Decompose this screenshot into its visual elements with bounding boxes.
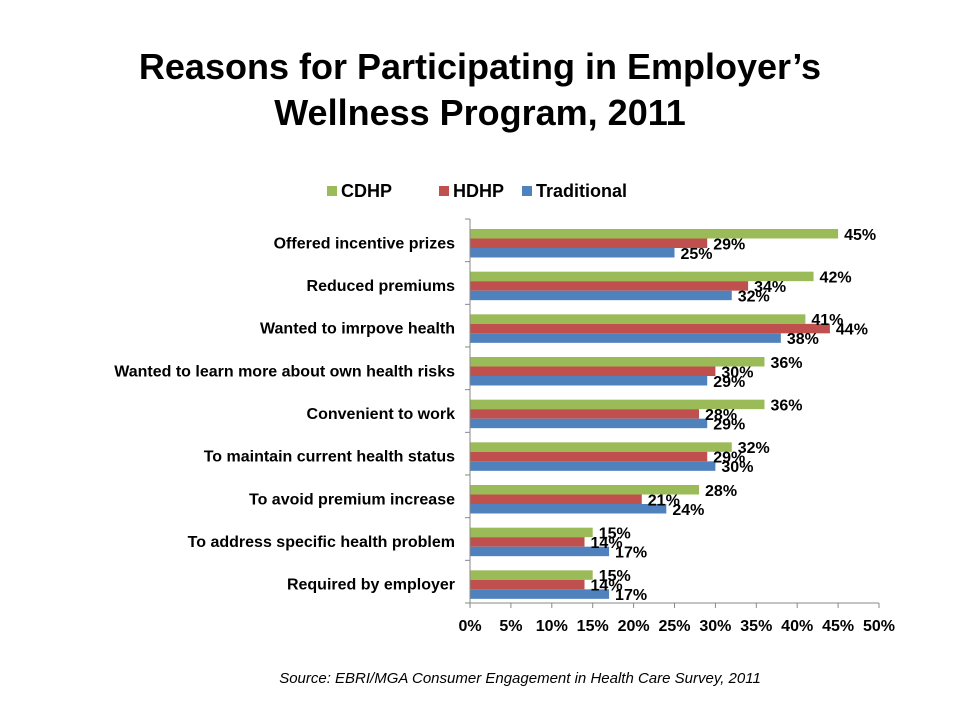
bar-traditional-3 <box>470 376 708 386</box>
data-label-cdhp-2: 41% <box>811 312 843 329</box>
data-label-hdhp-8: 14% <box>591 578 623 595</box>
x-tick-label-4: 20% <box>618 618 650 635</box>
data-label-cdhp-0: 45% <box>844 227 876 244</box>
legend-swatch-hdhp <box>439 186 449 196</box>
data-label-traditional-6: 24% <box>672 502 704 519</box>
x-tick-label-2: 10% <box>536 618 568 635</box>
data-label-cdhp-4: 36% <box>770 397 802 414</box>
chart-axes: Offered incentive prizes Reduced premiums… <box>114 218 895 635</box>
data-label-hdhp-0: 29% <box>713 236 745 253</box>
category-label-6: To avoid premium increase <box>249 491 455 508</box>
bar-traditional-7 <box>470 546 610 557</box>
data-label-hdhp-3: 30% <box>721 364 753 381</box>
bar-cdhp-7 <box>470 527 593 538</box>
data-label-cdhp-3: 36% <box>770 355 802 372</box>
bar-traditional-8 <box>470 589 610 599</box>
x-tick-label-6: 30% <box>699 618 731 635</box>
category-label-0: Offered incentive prizes <box>274 235 455 252</box>
data-label-cdhp-8: 15% <box>599 568 631 585</box>
data-label-hdhp-6: 21% <box>648 492 680 509</box>
bar-cdhp-1 <box>470 271 814 282</box>
bar-cdhp-8 <box>470 570 593 580</box>
bar-traditional-1 <box>470 290 732 301</box>
legend-label-cdhp: CDHP <box>341 181 392 201</box>
category-label-3: Wanted to learn more about own health ri… <box>114 363 455 380</box>
chart-title-line-2: Wellness Program, 2011 <box>274 92 686 133</box>
data-label-hdhp-7: 14% <box>591 535 623 552</box>
bar-cdhp-0 <box>470 229 839 239</box>
x-tick-label-9: 45% <box>822 618 854 635</box>
x-tick-label-8: 40% <box>781 618 813 635</box>
chart-title: Reasons for Participating in Employer’s … <box>0 44 960 136</box>
data-label-traditional-3: 29% <box>713 374 745 391</box>
data-label-cdhp-1: 42% <box>820 269 852 286</box>
x-tick-label-1: 5% <box>499 618 522 635</box>
x-tick-label-0: 0% <box>458 618 481 635</box>
bar-hdhp-5 <box>470 451 708 462</box>
category-label-5: To maintain current health status <box>204 449 455 466</box>
bar-traditional-0 <box>470 248 675 258</box>
bar-cdhp-2 <box>470 314 806 324</box>
x-tick-label-3: 15% <box>577 618 609 635</box>
category-label-4: Convenient to work <box>307 406 456 423</box>
category-label-8: Required by employer <box>287 577 455 594</box>
data-label-traditional-0: 25% <box>681 246 713 263</box>
bar-hdhp-8 <box>470 579 585 590</box>
bar-hdhp-0 <box>470 238 708 248</box>
legend-label-traditional: Traditional <box>536 181 627 201</box>
category-label-7: To address specific health problem <box>188 534 455 551</box>
data-label-hdhp-4: 28% <box>705 407 737 424</box>
legend-swatch-traditional <box>522 186 532 196</box>
data-label-traditional-5: 30% <box>721 459 753 476</box>
bar-traditional-4 <box>470 418 708 429</box>
bar-cdhp-6 <box>470 485 700 495</box>
data-label-hdhp-1: 34% <box>754 279 786 296</box>
bar-cdhp-5 <box>470 442 732 452</box>
chart-title-line-1: Reasons for Participating in Employer’s <box>138 46 822 87</box>
data-label-cdhp-5: 32% <box>738 440 770 457</box>
data-label-hdhp-2: 44% <box>836 322 868 339</box>
bar-hdhp-2 <box>470 323 830 334</box>
bar-hdhp-7 <box>470 537 585 547</box>
bar-traditional-2 <box>470 333 781 343</box>
bar-hdhp-6 <box>470 494 642 504</box>
data-label-cdhp-7: 15% <box>599 525 631 542</box>
data-label-traditional-4: 29% <box>713 416 745 433</box>
data-label-hdhp-5: 29% <box>713 450 745 467</box>
legend-swatch-cdhp <box>327 186 337 196</box>
legend-label-hdhp: HDHP <box>453 181 504 201</box>
chart-bars <box>470 229 839 599</box>
bar-hdhp-1 <box>470 281 749 291</box>
data-label-traditional-8: 17% <box>615 587 647 604</box>
source-note: Source: EBRI/MGA Consumer Engagement in … <box>279 670 761 687</box>
bar-hdhp-3 <box>470 366 716 376</box>
bar-traditional-6 <box>470 504 667 514</box>
data-label-cdhp-6: 28% <box>705 483 737 500</box>
chart-data-labels: 45%29%25%42%34%32%41%44%38%36%30%29%36%2… <box>591 227 877 604</box>
x-tick-label-5: 25% <box>658 618 690 635</box>
x-tick-label-10: 50% <box>863 618 895 635</box>
chart-legend: CDHP HDHP Traditional <box>327 181 627 201</box>
data-label-traditional-2: 38% <box>787 331 819 348</box>
bar-cdhp-3 <box>470 357 765 367</box>
data-label-traditional-1: 32% <box>738 288 770 305</box>
category-label-2: Wanted to imrpove health <box>260 321 455 338</box>
bar-cdhp-4 <box>470 399 765 410</box>
data-label-traditional-7: 17% <box>615 544 647 561</box>
bar-traditional-5 <box>470 461 716 471</box>
bar-hdhp-4 <box>470 409 700 419</box>
category-label-1: Reduced premiums <box>307 278 456 295</box>
x-tick-label-7: 35% <box>740 618 772 635</box>
